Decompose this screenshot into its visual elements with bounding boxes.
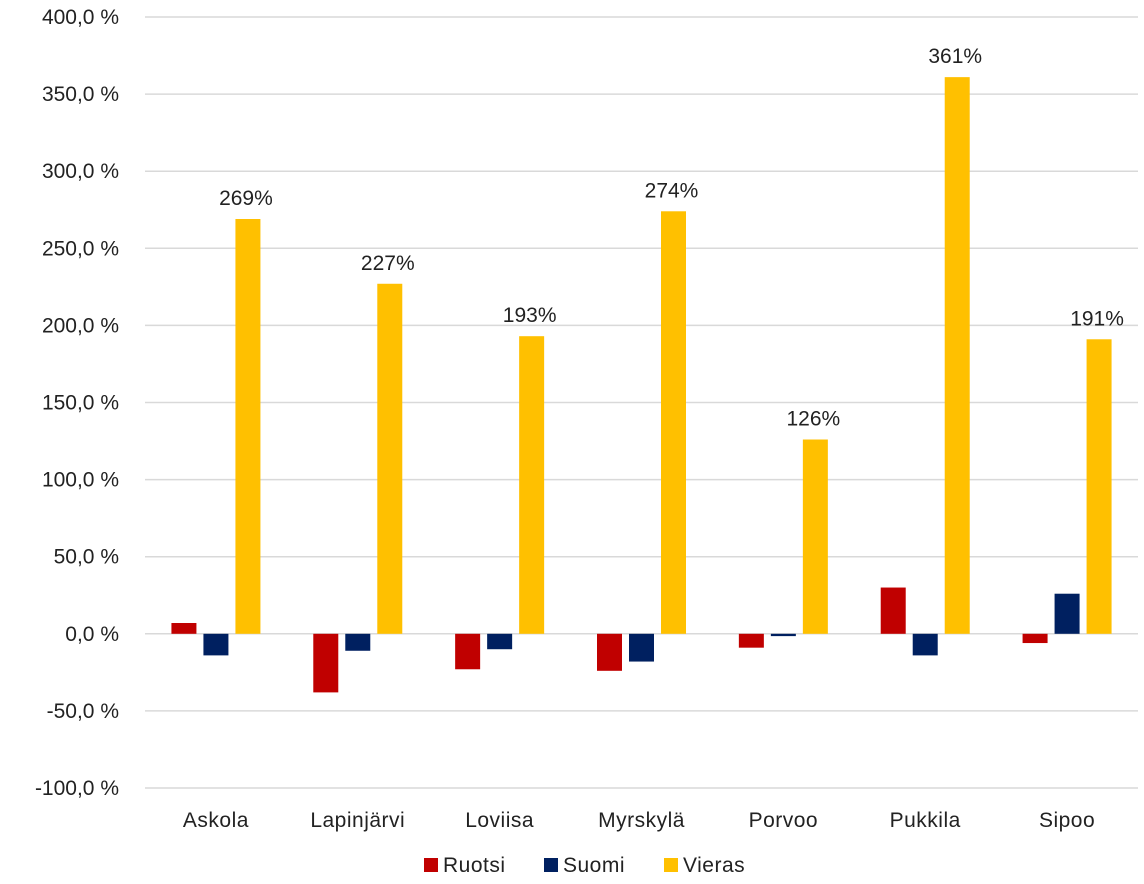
legend-swatch-suomi xyxy=(544,858,558,872)
bar-suomi-lapinjärvi xyxy=(345,633,371,651)
x-tick-label: Pukkila xyxy=(890,809,961,832)
y-tick-label: 350,0 % xyxy=(42,83,119,106)
x-tick-label: Sipoo xyxy=(1039,809,1095,832)
bar-ruotsi-sipoo xyxy=(1022,633,1048,644)
y-tick-label: 50,0 % xyxy=(54,546,119,569)
gridlines xyxy=(145,16,1138,789)
bar-ruotsi-lapinjärvi xyxy=(313,633,339,693)
data-label: 193% xyxy=(503,304,557,327)
bar-suomi-porvoo xyxy=(770,633,796,637)
data-label: 126% xyxy=(786,408,840,431)
x-tick-label: Loviisa xyxy=(465,809,534,832)
legend-label-suomi: Suomi xyxy=(563,854,625,877)
legend-label-vieras: Vieras xyxy=(683,854,745,877)
bars xyxy=(171,77,1112,693)
data-labels: 269% 227% 193% 274% 126% 361% 191% xyxy=(219,45,1124,430)
bar-vieras-loviisa xyxy=(519,336,545,634)
y-tick-label: 150,0 % xyxy=(42,392,119,415)
y-tick-label: 100,0 % xyxy=(42,469,119,492)
bar-vieras-sipoo xyxy=(1086,339,1112,634)
legend: Ruotsi Suomi Vieras xyxy=(424,854,745,877)
x-tick-label: Myrskylä xyxy=(598,809,685,832)
legend-swatch-ruotsi xyxy=(424,858,438,872)
y-tick-label: -50,0 % xyxy=(47,700,119,723)
data-label: 269% xyxy=(219,187,273,210)
legend-label-ruotsi: Ruotsi xyxy=(443,854,506,877)
y-tick-label: 250,0 % xyxy=(42,237,119,260)
bar-vieras-pukkila xyxy=(944,77,970,634)
y-tick-label: 0,0 % xyxy=(65,623,119,646)
x-axis-labels: Askola Lapinjärvi Loviisa Myrskylä Porvoo Puk… xyxy=(183,809,1095,832)
bar-vieras-myrskylä xyxy=(661,211,686,634)
legend-swatch-vieras xyxy=(664,858,678,872)
x-tick-label: Porvoo xyxy=(749,809,819,832)
bar-suomi-loviisa xyxy=(487,633,513,650)
x-tick-label: Askola xyxy=(183,809,249,832)
y-tick-label: 200,0 % xyxy=(42,314,119,337)
bar-ruotsi-askola xyxy=(171,623,197,634)
bar-vieras-lapinjärvi xyxy=(377,283,403,634)
data-label: 227% xyxy=(361,252,415,275)
y-tick-label: 300,0 % xyxy=(42,160,119,183)
data-label: 274% xyxy=(645,179,699,202)
bar-ruotsi-porvoo xyxy=(738,633,764,648)
bar-vieras-porvoo xyxy=(802,439,828,634)
x-tick-label: Lapinjärvi xyxy=(310,809,405,832)
bar-ruotsi-myrskylä xyxy=(597,633,622,671)
bar-suomi-sipoo xyxy=(1054,593,1080,634)
data-label: 191% xyxy=(1070,307,1124,330)
y-tick-label: -100,0 % xyxy=(35,777,119,800)
y-axis-labels: 400,0 % 350,0 % 300,0 % 250,0 % 200,0 % 150,0… xyxy=(35,6,119,800)
y-tick-label: 400,0 % xyxy=(42,6,119,29)
bar-ruotsi-loviisa xyxy=(455,633,481,670)
bar-ruotsi-pukkila xyxy=(880,587,906,634)
bar-vieras-askola xyxy=(235,219,261,634)
bar-suomi-askola xyxy=(203,633,229,656)
data-label: 361% xyxy=(928,45,982,68)
bar-suomi-myrskylä xyxy=(629,633,654,662)
bar-suomi-pukkila xyxy=(912,633,938,656)
